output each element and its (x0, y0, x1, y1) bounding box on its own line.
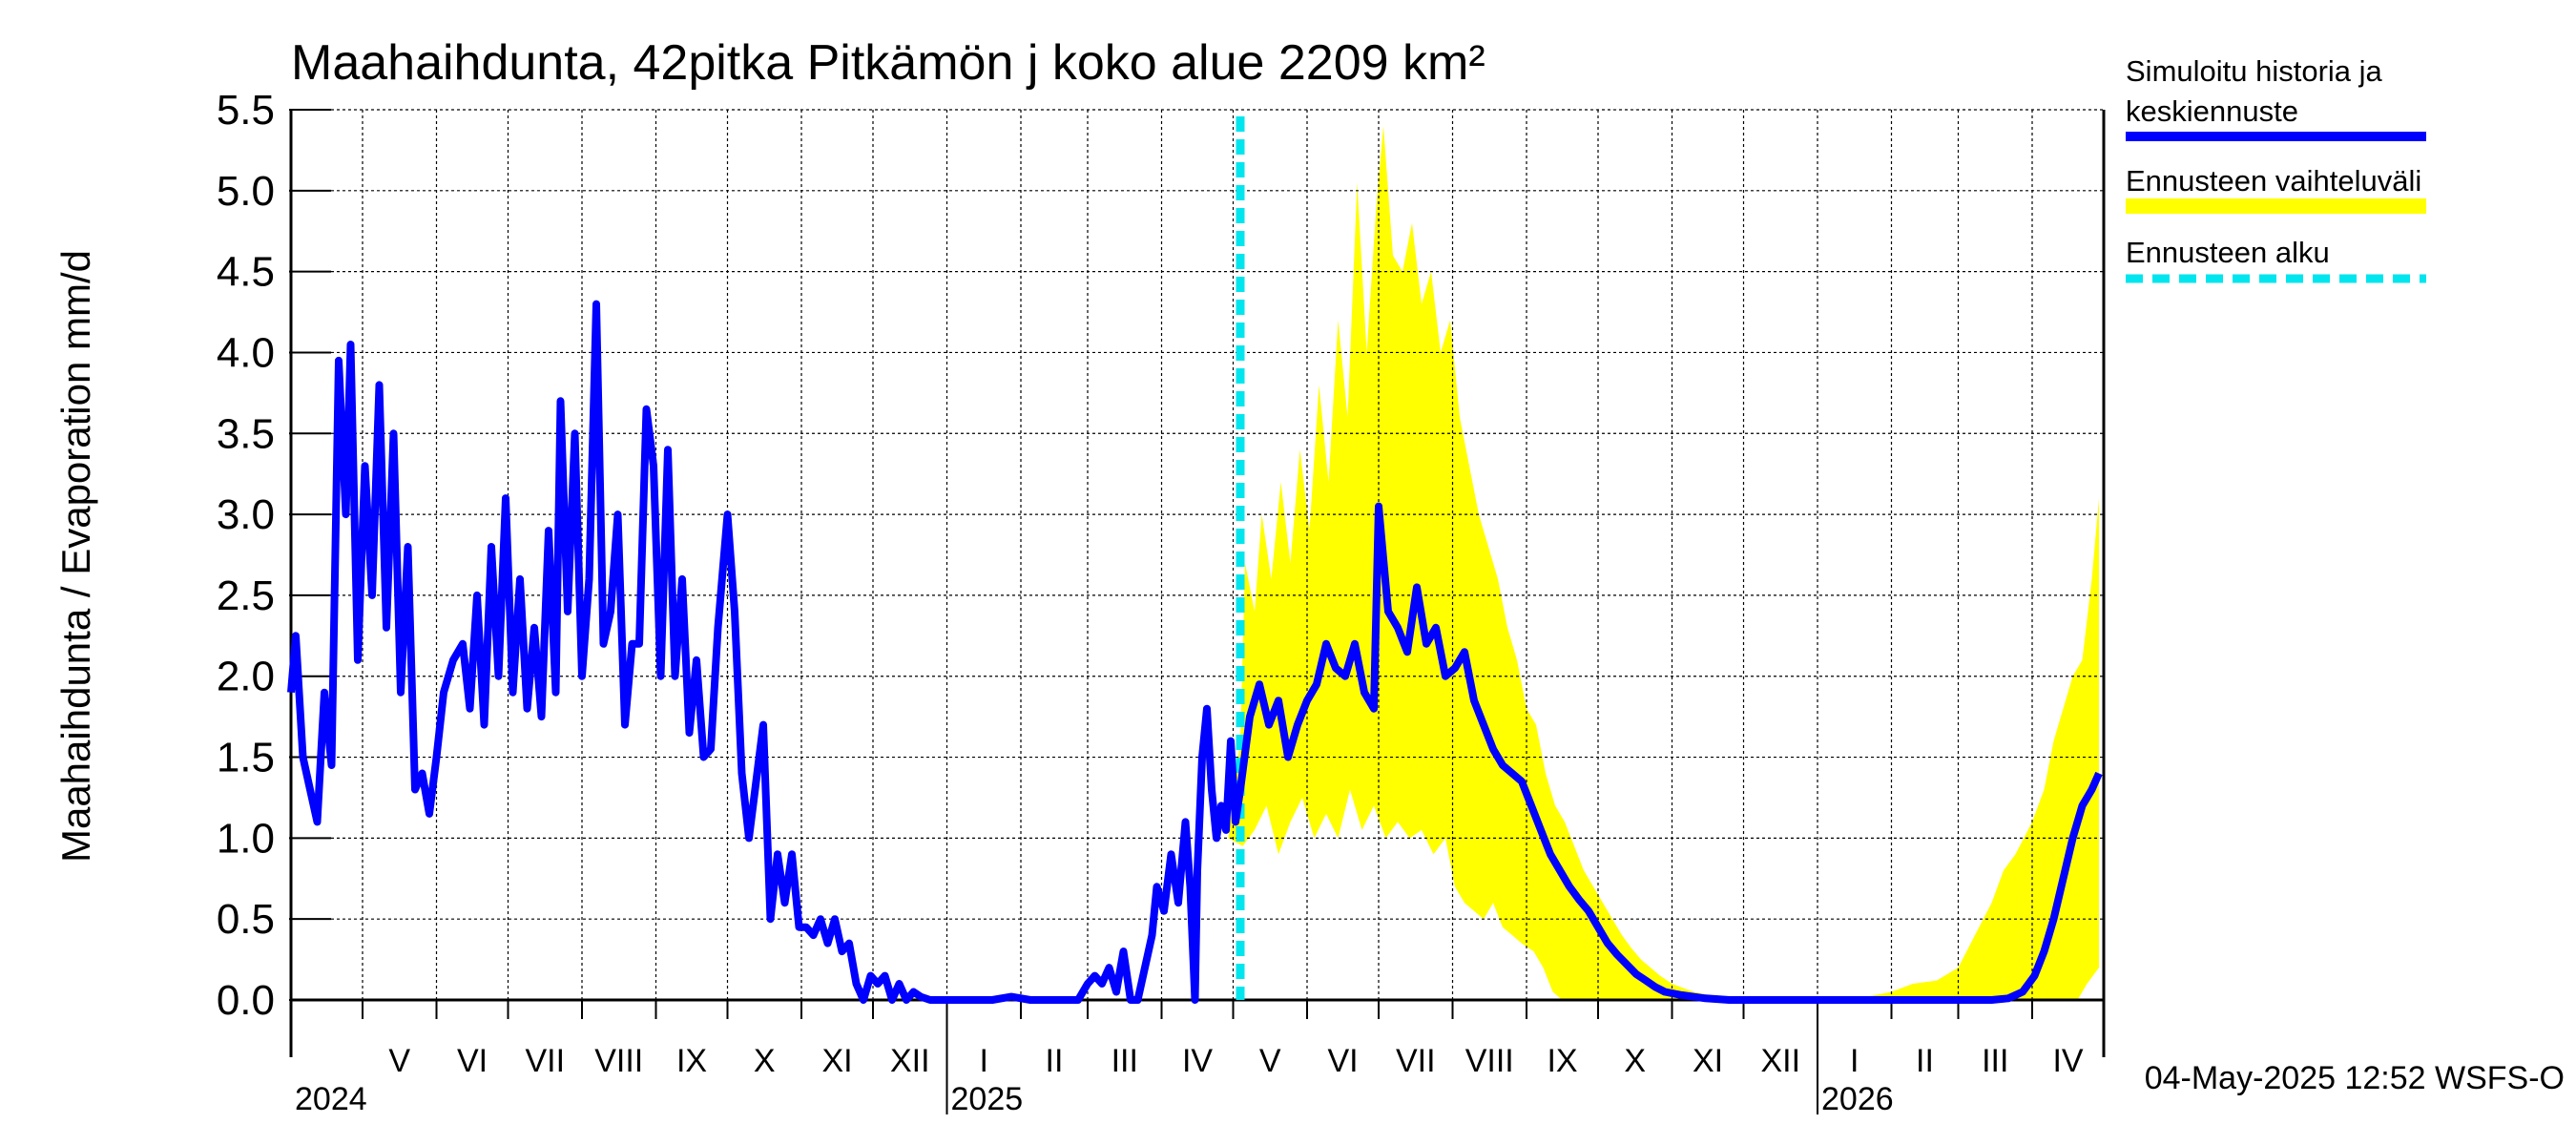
month-label: III (1982, 1043, 2008, 1079)
month-label: XI (1693, 1043, 1723, 1079)
year-label: 2025 (951, 1081, 1024, 1117)
month-label: X (754, 1043, 776, 1079)
y-axis-label: Maahaihdunta / Evaporation mm/d (53, 250, 98, 863)
month-label: VI (1327, 1043, 1358, 1079)
y-tick-label: 2.0 (217, 654, 275, 700)
history-mean-series-line (287, 300, 2103, 1004)
legend-range-label: Ennusteen vaihteluväli (2126, 164, 2421, 198)
y-tick-label: 1.5 (217, 735, 275, 781)
month-label: VI (457, 1043, 488, 1079)
forecast-range-band (1228, 126, 2099, 1000)
month-label: VIII (1465, 1043, 1514, 1079)
month-label: VIII (594, 1043, 643, 1079)
month-label: V (388, 1043, 410, 1079)
y-tick-label: 5.0 (217, 168, 275, 215)
month-label: I (1850, 1043, 1859, 1079)
month-label: VII (525, 1043, 565, 1079)
y-tick-label: 0.5 (217, 896, 275, 943)
y-tick-label: 1.0 (217, 815, 275, 862)
legend-history-label-line1: Simuloitu historia ja (2126, 54, 2383, 88)
y-tick-label: 3.0 (217, 491, 275, 538)
year-label: 2024 (295, 1081, 367, 1117)
y-tick-label: 2.5 (217, 572, 275, 619)
chart-title: Maahaihdunta, 42pitka Pitkämön j koko al… (291, 35, 1485, 91)
month-label: XII (890, 1043, 930, 1079)
month-label: IX (676, 1043, 707, 1079)
y-tick-label: 4.5 (217, 249, 275, 296)
legend-forecast-start-label: Ennusteen alku (2126, 236, 2330, 269)
month-label: IX (1547, 1043, 1577, 1079)
footer-timestamp: 04-May-2025 12:52 WSFS-O (2145, 1060, 2565, 1096)
year-label: 2026 (1821, 1081, 1894, 1117)
month-label: II (1916, 1043, 1934, 1079)
month-label: IV (1182, 1043, 1213, 1079)
month-label: III (1111, 1043, 1138, 1079)
month-label: XI (821, 1043, 852, 1079)
month-label: VII (1396, 1043, 1436, 1079)
legend: Simuloitu historia ja keskiennuste Ennus… (2126, 54, 2426, 283)
plot-area: 0.00.51.01.52.02.53.03.54.04.55.05.5V VI V… (217, 87, 2106, 1117)
y-tick-label: 3.5 (217, 410, 275, 457)
legend-history-label-line2: keskiennuste (2126, 94, 2298, 128)
y-tick-label: 5.5 (217, 87, 275, 134)
month-label: II (1046, 1043, 1064, 1079)
month-label: XII (1760, 1043, 1800, 1079)
y-tick-label: 0.0 (217, 977, 275, 1024)
month-label: V (1259, 1043, 1281, 1079)
month-label: X (1624, 1043, 1646, 1079)
month-label: IV (2052, 1043, 2083, 1079)
month-label: I (980, 1043, 988, 1079)
y-tick-label: 4.0 (217, 329, 275, 376)
